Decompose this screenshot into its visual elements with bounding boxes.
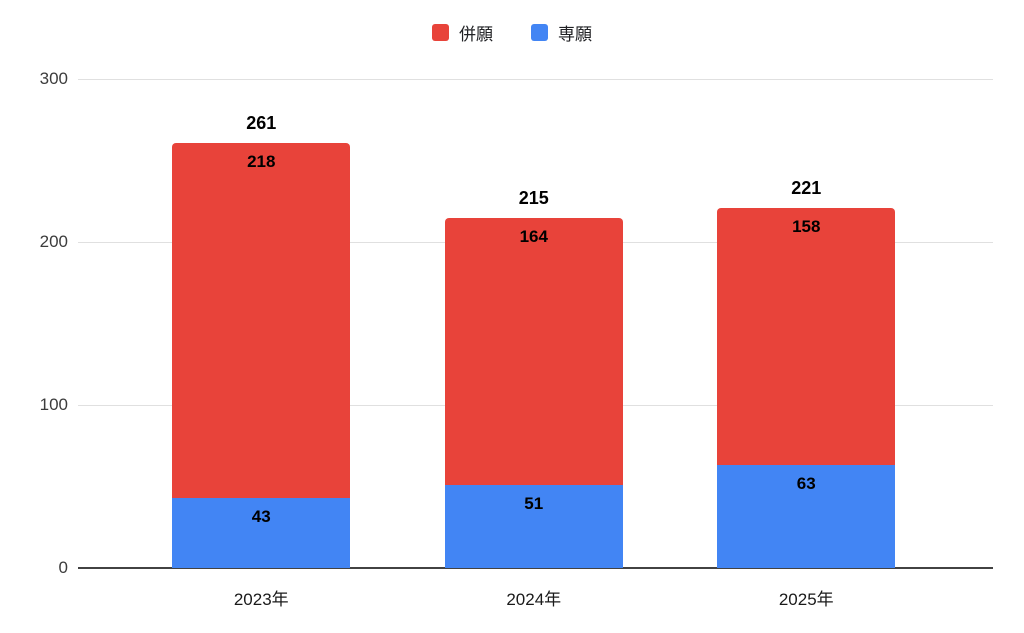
- legend-label-heigan: 併願: [459, 25, 493, 44]
- segment-value-label: 63: [796, 474, 816, 494]
- bar-segment-専願-2024年[interactable]: 51: [444, 484, 623, 568]
- chart-legend: 併願 専願: [0, 20, 1024, 45]
- segment-value-label: 158: [792, 216, 821, 236]
- segment-value-label: 43: [251, 506, 271, 526]
- gridline-300: [78, 79, 993, 80]
- total-value-label-2023年: 261: [246, 112, 277, 133]
- legend-item-heigan[interactable]: 併願: [432, 20, 493, 45]
- x-axis-baseline: [78, 567, 993, 569]
- total-value-label-2024年: 215: [518, 187, 549, 208]
- x-tick-label-2023年: 2023年: [233, 590, 289, 609]
- segment-value-label: 218: [247, 151, 276, 171]
- legend-swatch-red-icon: [432, 24, 449, 41]
- bar-segment-専願-2023年[interactable]: 43: [172, 497, 351, 568]
- segment-value-label: 51: [524, 493, 544, 513]
- y-tick-label-200: 200: [39, 232, 68, 251]
- y-tick-label-0: 0: [58, 558, 68, 577]
- y-tick-label-300: 300: [39, 69, 68, 88]
- legend-label-sengan: 専願: [558, 25, 592, 44]
- bar-2025年[interactable]: 158 63: [717, 207, 896, 568]
- bar-2023年[interactable]: 218 43: [172, 142, 351, 568]
- x-tick-label-2024年: 2024年: [506, 590, 562, 609]
- y-tick-label-100: 100: [39, 395, 68, 414]
- bar-2024年[interactable]: 164 51: [444, 217, 623, 568]
- bar-segment-併願-2025年[interactable]: 158: [717, 207, 896, 466]
- bar-segment-併願-2024年[interactable]: 164: [444, 217, 623, 485]
- bar-segment-併願-2023年[interactable]: 218: [172, 142, 351, 498]
- segment-value-label: 164: [519, 226, 548, 246]
- total-value-label-2025年: 221: [791, 177, 822, 198]
- x-tick-label-2025年: 2025年: [778, 590, 834, 609]
- legend-item-sengan[interactable]: 専願: [531, 20, 592, 45]
- legend-swatch-blue-icon: [531, 24, 548, 41]
- bar-segment-専願-2025年[interactable]: 63: [717, 465, 896, 568]
